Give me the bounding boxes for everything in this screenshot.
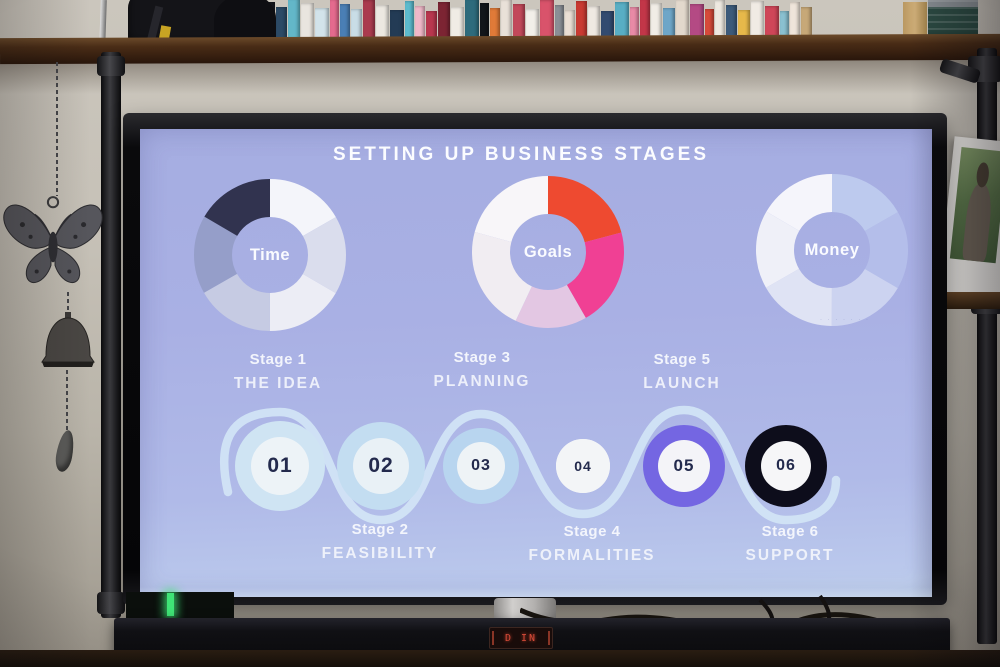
photo-frame: [938, 136, 1000, 299]
stage-label-4: Stage 4 FORMALITIES: [528, 523, 656, 564]
stage-circle-05: 05: [643, 425, 725, 507]
dvd-spine: [790, 2, 800, 40]
timeline-wave: [219, 405, 841, 525]
dvd-spine: [315, 8, 329, 40]
framed-photo: [949, 147, 1000, 264]
dvd-spine: [438, 2, 450, 40]
dvd-spine: [501, 0, 512, 40]
butterfly-ornament-icon: [3, 196, 103, 284]
dvd-spine: [630, 7, 639, 40]
dvd-spine: [351, 9, 362, 40]
stage-label-6: Stage 6 SUPPORT: [745, 523, 835, 564]
dvd-spine: [276, 7, 287, 40]
dvd-spine: [715, 0, 725, 40]
dvd-spine: [301, 3, 314, 40]
dvd-spine: [390, 10, 404, 40]
soundbar-display: D IN: [489, 627, 553, 649]
dvd-spine: [480, 3, 489, 40]
stage-label-5: Stage 5 LAUNCH: [643, 351, 721, 392]
dvd-spine: [588, 6, 600, 40]
dvd-spine: [340, 4, 350, 40]
bell-icon: [41, 312, 95, 367]
dvd-spine: [663, 8, 675, 40]
dvd-spine: [801, 7, 812, 40]
dvd-spine: [526, 9, 539, 40]
stage-number: 05: [673, 456, 695, 475]
dvd-spine: [288, 0, 300, 40]
pipe-fitting: [97, 56, 125, 76]
dvd-spine: [405, 1, 414, 40]
donut-label: Money: [804, 240, 860, 259]
small-wall-shelf: [941, 292, 1000, 309]
stage-number: 04: [574, 458, 592, 474]
dvd-spine: [640, 0, 650, 40]
dvd-spine: [615, 2, 629, 40]
dvd-spine: [726, 5, 737, 40]
tv-screen: SETTING UP BUSINESS STAGES Time Goals Mo…: [140, 129, 932, 597]
dvd-spine: [765, 6, 779, 40]
donut-chart-money: Money: [747, 165, 917, 335]
dvd-spine: [426, 11, 437, 40]
watermark: · · · · · · ·: [820, 317, 870, 323]
stage-circle-06: 06: [745, 425, 827, 507]
wooden-shelf: [0, 33, 1000, 65]
tv-frame: SETTING UP BUSINESS STAGES Time Goals Mo…: [123, 113, 947, 605]
dvd-spine: [465, 0, 479, 40]
stage-label-1: Stage 1 THE IDEA: [233, 351, 323, 392]
dvd-collection: [255, 0, 905, 40]
dvd-spine: [540, 0, 554, 40]
stage-number: 03: [471, 457, 491, 474]
dvd-spine: [513, 4, 525, 40]
dvd-spine: [330, 0, 339, 40]
slide-title: SETTING UP BUSINESS STAGES: [332, 144, 710, 165]
donut-chart-time: Time: [185, 170, 355, 340]
donut-chart-goals: Goals: [463, 167, 633, 337]
chain: [67, 292, 69, 314]
dvd-spine: [555, 5, 564, 40]
dvd-spine: [451, 7, 464, 40]
dvd-spine: [751, 1, 764, 40]
dvd-spine: [738, 10, 750, 40]
dvd-spine: [415, 6, 425, 40]
dvd-spine: [780, 11, 789, 40]
donut-label: Time: [249, 245, 291, 264]
dvd-spine: [651, 3, 662, 40]
stage-label-2: Stage 2 FEASIBILITY: [321, 521, 439, 562]
chain: [66, 370, 68, 430]
stage-circle-02: 02: [337, 422, 425, 510]
power-led: [167, 593, 174, 616]
dvd-spine: [705, 9, 714, 40]
donut-label: Goals: [523, 242, 573, 261]
shelf-pipe-left: [101, 52, 121, 618]
stage-number: 06: [776, 457, 796, 474]
chain: [56, 62, 58, 196]
stage-label-3: Stage 3 PLANNING: [433, 349, 531, 390]
dvd-spine: [601, 11, 614, 40]
dvd-spine: [690, 4, 704, 40]
stage-number: 01: [267, 454, 293, 477]
dvd-spine: [676, 0, 689, 40]
dvd-spine: [363, 0, 375, 40]
dvd-spine: [490, 8, 500, 40]
stage-circle-03: 03: [443, 428, 519, 504]
pipe-fitting: [97, 592, 125, 614]
tv-cabinet: [0, 650, 1000, 667]
stage-circle-04: 04: [556, 439, 610, 493]
dvd-spine: [376, 5, 389, 40]
media-device: [126, 592, 234, 620]
shelf-pipe-right: [977, 48, 997, 644]
soundbar-display-text: D IN: [504, 632, 538, 644]
dvd-spine: [565, 10, 575, 40]
stage-number: 02: [368, 454, 394, 477]
shelf-shadow: [0, 60, 1000, 94]
dvd-spine: [576, 1, 587, 40]
leaf-pendant: [53, 428, 77, 474]
stage-circle-01: 01: [235, 421, 325, 511]
